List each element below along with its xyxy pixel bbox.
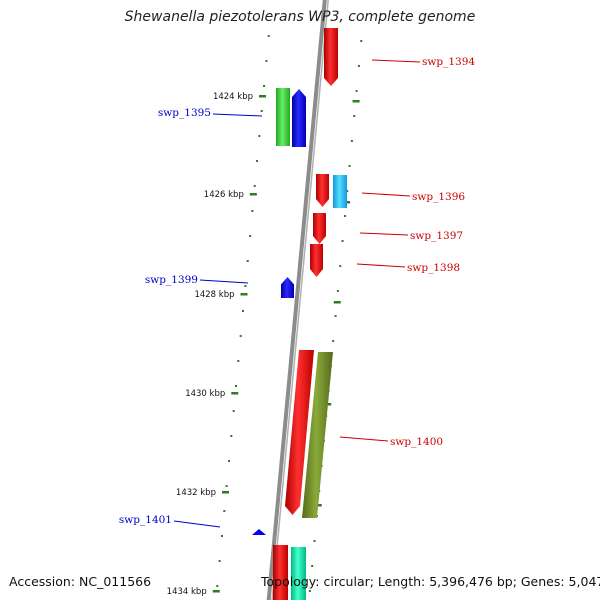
guide-dot-left	[246, 260, 249, 262]
guide-dot-left	[258, 135, 261, 137]
tick-mark	[212, 590, 220, 593]
leader-line	[361, 192, 411, 197]
tick-label: 1432 kbp	[176, 488, 216, 498]
gene-swp_1397	[313, 213, 326, 244]
guide-dot-right	[355, 90, 358, 92]
guide-dot-left	[225, 485, 228, 487]
guide-dot-right	[348, 165, 351, 167]
guide-dot-right	[346, 190, 349, 192]
leader-line	[212, 113, 263, 117]
guide-dot-left	[223, 510, 226, 512]
guide-dot-left	[239, 335, 242, 337]
tick-label: 1424 kbp	[213, 92, 253, 102]
tick-mark	[240, 293, 248, 296]
gene-label: swp_1399	[145, 274, 198, 286]
backbone-strand-inner	[271, 0, 329, 600]
guide-dot-left	[235, 385, 238, 387]
backbone-strand-outer	[266, 0, 327, 600]
gene-label: swp_1397	[410, 230, 463, 242]
guide-dot-right	[313, 540, 316, 542]
tick-label: 1426 kbp	[204, 190, 244, 200]
gene-swp_1395	[292, 89, 306, 147]
gene-green-block	[276, 88, 290, 146]
guide-dot-left	[256, 160, 259, 162]
leader-line	[371, 59, 421, 63]
guide-dot-right	[357, 65, 360, 67]
guide-dot-left	[249, 235, 252, 237]
guide-dot-right	[350, 140, 353, 142]
gene-label: swp_1400	[390, 436, 443, 448]
guide-dot-right	[339, 265, 342, 267]
leader-line	[359, 232, 409, 236]
guide-dot-left	[216, 585, 219, 587]
guide-dot-left	[220, 535, 223, 537]
tick-mark	[249, 193, 257, 196]
guide-dot-right	[311, 565, 314, 567]
guide-dot-left	[242, 310, 245, 312]
leader-line	[356, 263, 406, 268]
genome-summary-text: Topology: circular; Length: 5,396,476 bp…	[261, 574, 600, 589]
gene-label: swp_1398	[407, 262, 460, 274]
gene-label: swp_1396	[412, 191, 465, 203]
guide-dot-right	[353, 115, 356, 117]
minor-tick-mark	[333, 301, 341, 304]
guide-dot-right	[308, 590, 311, 592]
guide-dot-left	[227, 460, 230, 462]
guide-dot-left	[253, 185, 256, 187]
gene-swp_1400	[285, 350, 314, 515]
tick-mark	[221, 491, 229, 494]
guide-dot-left	[260, 110, 263, 112]
gene-swp_1401	[252, 529, 266, 535]
accession-text: Accession: NC_011566	[9, 574, 152, 589]
tick-label: 1430 kbp	[185, 389, 225, 399]
guide-dot-left	[232, 410, 235, 412]
gene-swp_1396	[316, 174, 329, 207]
guide-dot-left	[230, 435, 233, 437]
guide-dot-left	[237, 360, 240, 362]
gene-swp_1399	[281, 277, 294, 298]
guide-dot-right	[343, 215, 346, 217]
guide-dot-left	[218, 560, 221, 562]
guide-dot-right	[332, 340, 335, 342]
tick-label: 1434 kbp	[167, 587, 207, 597]
guide-dot-left	[251, 210, 254, 212]
gene-partial-teal	[291, 547, 306, 600]
guide-dot-right	[334, 315, 337, 317]
leader-line	[339, 436, 389, 442]
map-title: Shewanella piezotolerans WP3, complete g…	[124, 9, 476, 25]
guide-dot-left	[263, 85, 266, 87]
gene-label: swp_1395	[158, 107, 211, 119]
gene-swp_1394	[324, 28, 338, 86]
minor-tick-mark	[314, 504, 322, 507]
tick-label: 1428 kbp	[194, 290, 234, 300]
guide-dot-right	[336, 290, 339, 292]
gene-swp_1398	[310, 244, 323, 277]
gene-cyan-block	[333, 175, 347, 208]
guide-dot-left	[267, 35, 270, 37]
guide-dot-left	[265, 60, 268, 62]
leader-line	[173, 520, 221, 528]
guide-dot-right	[360, 40, 363, 42]
gene-label: swp_1394	[422, 56, 475, 68]
minor-tick-mark	[352, 100, 360, 103]
guide-dot-left	[244, 285, 247, 287]
tick-mark	[259, 95, 267, 98]
gene-olive-block	[302, 352, 333, 518]
gene-label: swp_1401	[119, 514, 172, 526]
tick-mark	[231, 392, 239, 395]
gene-partial-red	[273, 545, 288, 600]
leader-line	[199, 279, 249, 284]
guide-dot-right	[341, 240, 344, 242]
